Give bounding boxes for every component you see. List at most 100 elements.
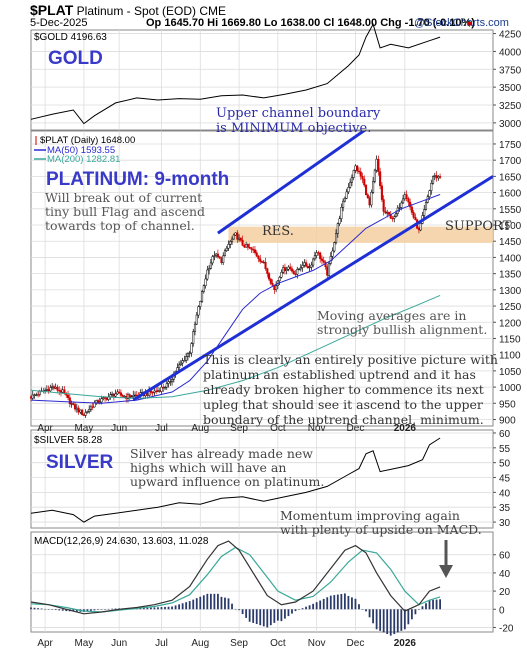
x-axis-month-label: Sep xyxy=(230,423,248,434)
x-axis-month-label: May xyxy=(74,638,93,649)
x-axis-month-label: Jul xyxy=(155,638,168,649)
macd-histogram-bar xyxy=(51,609,54,610)
price-candle-body xyxy=(391,217,394,220)
y-tick-label: 0 xyxy=(499,605,505,616)
plat-legend-ma200: MA(200) 1282.81 xyxy=(47,154,120,165)
ma50-line xyxy=(30,194,441,404)
price-candle-body xyxy=(412,212,415,218)
macd-histogram-bar xyxy=(322,598,325,610)
exchange: CME xyxy=(199,4,227,18)
macd-histogram-bar xyxy=(329,595,332,610)
price-candle-body xyxy=(31,394,34,399)
y-tick-label: 1050 xyxy=(499,367,522,378)
chart-header-quote: 5-Dec-2025 Op 1645.70 Hi 1669.80 Lo 1638… xyxy=(30,17,492,29)
price-candle-body xyxy=(322,260,325,263)
price-candle-body xyxy=(81,409,84,416)
price-candle-body xyxy=(100,398,103,403)
macd-histogram-bar xyxy=(379,609,382,631)
macd-histogram-bar xyxy=(365,609,367,612)
price-candle-body xyxy=(61,389,64,393)
price-candle-body xyxy=(128,394,131,398)
price-candle-body xyxy=(204,278,207,286)
instrument-name: Platinum - Spot (EOD) xyxy=(76,4,197,18)
price-candle-body xyxy=(215,253,218,256)
price-candle-body xyxy=(163,386,167,389)
macd-histogram-bar xyxy=(435,599,438,610)
silver-price-line xyxy=(30,437,441,523)
price-candle-body xyxy=(282,267,285,273)
price-candle-body xyxy=(193,323,197,332)
price-candle-body xyxy=(424,202,428,210)
macd-histogram-bar xyxy=(164,606,166,610)
price-candle-body xyxy=(246,244,249,248)
macd-histogram-bar xyxy=(217,593,219,610)
macd-histogram-bar xyxy=(276,609,279,621)
price-candle-body xyxy=(347,187,350,193)
price-candle-body xyxy=(296,269,299,275)
silver-legend: $SILVER 58.28 xyxy=(34,435,103,446)
price-candle-body xyxy=(236,232,239,240)
macd-histogram-bar xyxy=(167,606,170,610)
price-candle-body xyxy=(359,171,362,177)
macd-histogram-bar xyxy=(90,609,92,611)
macd-histogram-bar xyxy=(333,595,336,610)
macd-histogram-bar xyxy=(227,598,230,610)
macd-histogram-bar xyxy=(93,609,96,611)
price-candle-body xyxy=(303,262,306,266)
price-candle-body xyxy=(29,396,33,399)
price-candle-body xyxy=(79,409,82,413)
macd-histogram-bar xyxy=(241,609,244,615)
price-candle-body xyxy=(95,400,98,403)
price-candle-body xyxy=(248,247,251,249)
price-candle-body xyxy=(305,262,308,267)
price-candle-body xyxy=(223,250,227,257)
x-axis-month-label: Nov xyxy=(308,638,326,649)
price-candle-body xyxy=(123,396,126,398)
y-tick-label: 1650 xyxy=(499,172,522,183)
macd-histogram-bar xyxy=(418,609,420,610)
price-candle-body xyxy=(290,268,294,272)
price-candle-body xyxy=(260,261,264,263)
macd-histogram-bar xyxy=(386,609,389,635)
price-candle-body xyxy=(437,176,440,179)
price-candle-body xyxy=(197,306,200,316)
macd-histogram-bar xyxy=(178,604,181,610)
price-candle-body xyxy=(275,285,278,291)
price-candle-body xyxy=(171,378,174,382)
price-candle-body xyxy=(38,391,41,395)
macd-histogram-bar xyxy=(347,595,350,610)
price-candle-body xyxy=(37,394,40,396)
macd-histogram-bar xyxy=(266,609,269,628)
y-tick-label: 1700 xyxy=(499,156,522,167)
y-tick-label: 3000 xyxy=(499,119,522,130)
price-candle-body xyxy=(433,175,436,177)
annotation-res: RES. xyxy=(262,224,294,239)
price-candle-body xyxy=(252,249,255,251)
price-candle-body xyxy=(160,386,163,392)
resistance-zone xyxy=(228,226,493,243)
macd-histogram-bar xyxy=(33,607,36,610)
y-tick-label: 1450 xyxy=(499,237,522,248)
price-candle-body xyxy=(361,176,364,180)
price-candle-body xyxy=(405,194,408,199)
macd-histogram-bar xyxy=(315,602,318,610)
macd-histogram-bar xyxy=(312,603,315,610)
y-tick-label: 900 xyxy=(499,416,516,427)
price-candle-body xyxy=(121,395,124,397)
y-tick-label: 1750 xyxy=(499,140,522,151)
macd-histogram-bar xyxy=(174,605,177,610)
x-axis-month-label: Jun xyxy=(111,423,127,434)
price-candle-body xyxy=(91,406,94,408)
price-candle-body xyxy=(190,343,193,354)
y-tick-label: 60 xyxy=(499,551,511,562)
y-tick-label: 1200 xyxy=(499,318,522,329)
macd-histogram-bar xyxy=(100,609,103,610)
price-candle-body xyxy=(320,258,324,261)
symbol: $PLAT xyxy=(30,2,74,18)
y-tick-label: 40 xyxy=(499,488,511,499)
plat-legend-ma50: MA(50) 1593.55 xyxy=(47,145,115,156)
macd-histogram-bar xyxy=(111,608,114,610)
macd-histogram-bar xyxy=(262,609,265,627)
macd-histogram-bar xyxy=(47,609,50,610)
annotation-positive-picture: This is clearly an entirely positive pic… xyxy=(203,352,498,367)
